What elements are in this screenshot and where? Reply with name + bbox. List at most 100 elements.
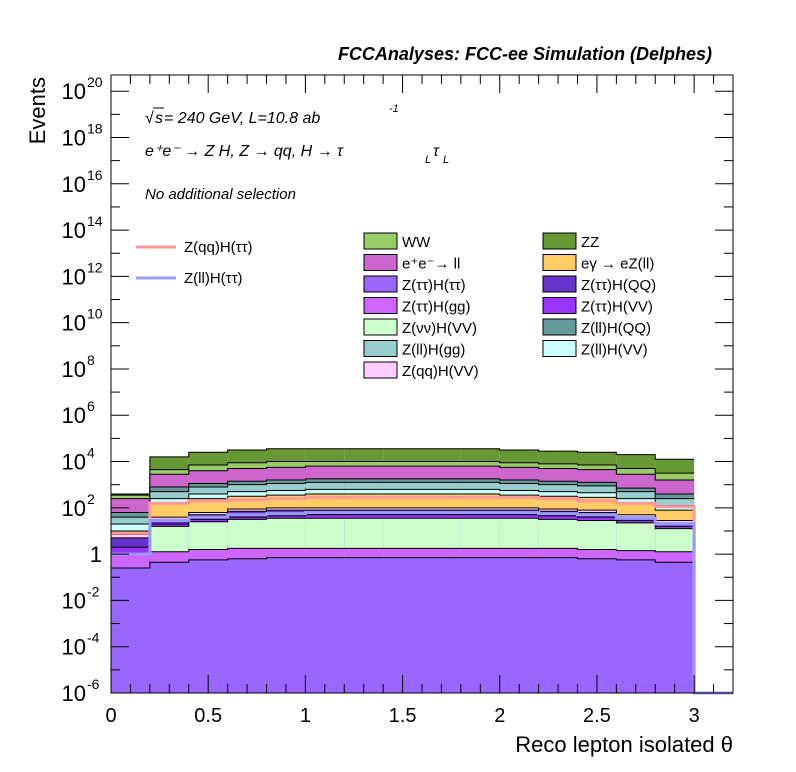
stack-bar [577,558,617,693]
legend-box-swatch [363,361,398,379]
stack-bar [305,557,345,693]
x-axis-label: Reco lepton isolated θ [515,732,733,757]
y-tick-label: 10 [62,311,86,336]
y-tick-exponent: 2 [87,491,95,507]
y-tick-label: 10 [62,125,86,150]
process-text: e⁺e⁻ → Z H, Z → qq, H → τ [145,143,344,160]
legend-box-swatch [542,318,577,336]
sqrt-symbol: √ [145,110,154,127]
legend-label: Z(ττ)H(gg) [402,299,471,316]
stack-outline [111,493,695,532]
stack-outline [111,448,695,495]
legend-label: ZZ [581,234,599,251]
stack-bar [111,568,150,693]
stack-outline [111,488,695,525]
stack-bar [422,557,461,693]
selection-label: No additional selection [145,186,296,203]
x-tick-label: 0 [105,705,116,727]
y-tick-label: 10 [62,218,86,243]
y-tick-label: 10 [62,635,86,660]
legend-label: Z(ll)H(ττ) [184,270,243,287]
stack-outline [111,465,695,500]
stack-bar [538,557,578,693]
stack-bar [499,557,539,693]
legend-label: e⁺e⁻→ ll [402,256,460,273]
x-tick-label: 2 [494,705,505,727]
legend-label: Z(ll)H(QQ) [581,320,651,337]
y-tick-exponent: 12 [87,259,103,275]
y-tick-exponent: -6 [87,676,100,692]
legend-box-swatch [542,275,577,293]
signal-lines [111,495,733,695]
legend-box-swatch [363,318,398,336]
y-tick-exponent: 16 [87,167,103,183]
y-tick-exponent: 20 [87,74,103,90]
legend-box-swatch [542,254,577,271]
signal-line [111,495,733,695]
x-tick-label: 1 [300,705,311,727]
x-tick-label: 0.5 [194,705,222,727]
y-tick-label: 10 [62,172,86,197]
tau-symbol: τ [433,143,440,160]
legend-backgrounds-col1: WW e⁺e⁻→ ll Z(ττ)H(ττ) Z(ττ)H(gg) Z(νν)H(VV)… [363,232,479,380]
legend-label: Z(ττ)H(VV) [581,299,653,316]
stack-bar [227,558,267,693]
legend-label: Z(ττ)H(ττ) [402,277,466,294]
legend-label: Z(ττ)H(QQ) [581,277,656,294]
x-tick-label: 1.5 [389,705,417,727]
legend-box-swatch [542,297,577,314]
legend-backgrounds-col2: ZZ eγ → eZ(ll) Z(ττ)H(QQ) Z(ττ)H(VV) Z(ll)H(… [542,232,656,359]
stacked-histograms [111,448,695,693]
tau-sub-2: L [443,154,449,166]
y-tick-label: 10 [62,588,86,613]
y-tick-label: 10 [62,496,86,521]
energy-var: s [155,110,163,127]
y-tick-exponent: 14 [87,213,103,229]
legend-label: Z(qq)H(ττ) [184,239,253,256]
legend-box-swatch [363,254,398,271]
y-tick-exponent: 8 [87,352,95,368]
y-tick-exponent: 10 [87,306,103,322]
stack-bar [383,557,422,693]
legend-box-swatch [363,297,398,314]
y-tick-label: 1 [90,542,102,567]
y-tick-label: 10 [62,450,86,475]
energy-rest: = 240 GeV, L=10.8 ab [164,110,320,127]
y-tick-exponent: -4 [87,630,100,646]
y-tick-label: 10 [62,403,86,428]
process-annotation: e⁺e⁻ → Z H, Z → qq, H → τ L τ L [145,143,449,166]
legend-label: Z(ll)H(gg) [402,342,465,359]
x-tick-label: 3 [689,705,700,727]
y-tick-exponent: 4 [87,445,95,461]
stack-bar [655,562,695,693]
legend-signals: Z(qq)H(ττ) Z(ll)H(ττ) [136,239,253,287]
stack-bar [149,562,189,693]
stack-bar [616,559,656,693]
legend-box-swatch [542,232,577,250]
legend-label: Z(ll)H(VV) [581,342,648,359]
legend-label: WW [402,234,431,251]
y-axis-label: Events [25,77,50,144]
stack-series [111,557,695,693]
stack-outline [111,557,695,569]
stack-outline [111,547,695,555]
stack-bar [460,557,500,693]
energy-annotation: √ s = 240 GeV, L=10.8 ab -1 [145,103,399,127]
stack-outline [111,509,695,539]
chart-title: FCCAnalyses: FCC-ee Simulation (Delphes) [338,44,712,64]
y-tick-exponent: 18 [87,120,103,136]
y-tick-exponent: 6 [87,398,95,414]
stack-bar [344,557,384,693]
x-tick-label: 2.5 [583,705,611,727]
x-axis-ticks: 0 0.5 1 1.5 2 2.5 3 [105,75,734,727]
legend-box-swatch [542,340,577,357]
energy-exp: -1 [389,103,399,115]
y-tick-exponent: -2 [87,583,100,599]
legend-label: eγ → eZ(ll) [581,256,654,273]
y-tick-label: 10 [62,357,86,382]
stack-outline [111,478,695,513]
stack-bar [188,559,228,693]
legend-label: Z(νν)H(VV) [402,320,477,337]
